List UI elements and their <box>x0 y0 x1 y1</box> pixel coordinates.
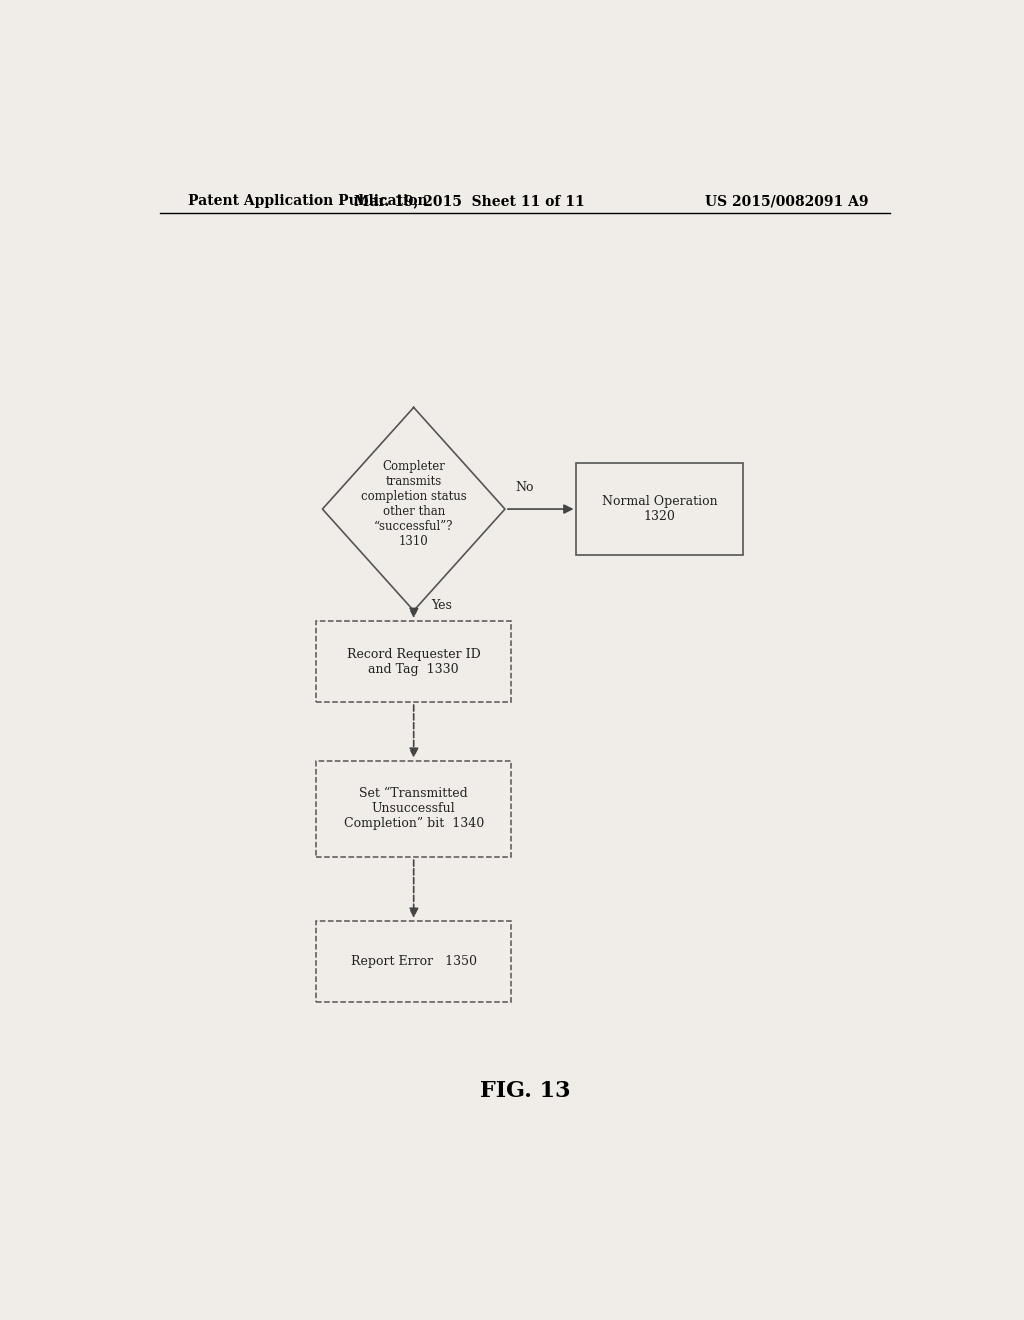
Text: Mar. 19, 2015  Sheet 11 of 11: Mar. 19, 2015 Sheet 11 of 11 <box>354 194 585 209</box>
Text: FIG. 13: FIG. 13 <box>479 1081 570 1102</box>
Bar <box>316 921 511 1002</box>
Text: Yes: Yes <box>431 599 452 612</box>
Text: Report Error   1350: Report Error 1350 <box>350 954 477 968</box>
Text: US 2015/0082091 A9: US 2015/0082091 A9 <box>705 194 868 209</box>
Text: Completer
transmits
completion status
other than
“successful”?
1310: Completer transmits completion status ot… <box>360 459 467 548</box>
Text: No: No <box>515 480 535 494</box>
Text: Patent Application Publication: Patent Application Publication <box>187 194 427 209</box>
Text: Set “Transmitted
Unsuccessful
Completion” bit  1340: Set “Transmitted Unsuccessful Completion… <box>344 788 483 830</box>
Bar <box>577 463 743 554</box>
Bar <box>316 760 511 857</box>
Text: Record Requester ID
and Tag  1330: Record Requester ID and Tag 1330 <box>347 648 480 676</box>
Bar <box>316 620 511 702</box>
Text: Normal Operation
1320: Normal Operation 1320 <box>602 495 718 523</box>
